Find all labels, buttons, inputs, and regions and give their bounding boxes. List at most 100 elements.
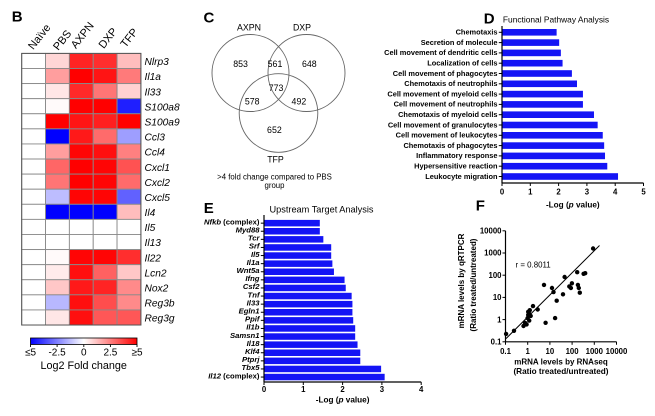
svg-text:S100a9: S100a9 <box>145 118 180 129</box>
svg-text:TFP: TFP <box>267 155 284 165</box>
svg-text:1: 1 <box>497 315 502 324</box>
svg-text:578: 578 <box>245 97 260 107</box>
svg-text:Chemotaxis: Chemotaxis <box>456 28 498 37</box>
svg-text:773: 773 <box>269 83 284 93</box>
svg-text:1000: 1000 <box>586 347 604 356</box>
svg-text:Reg3g: Reg3g <box>145 314 175 325</box>
svg-text:100: 100 <box>566 347 580 356</box>
svg-text:1000: 1000 <box>484 249 502 258</box>
svg-text:10: 10 <box>493 293 502 302</box>
svg-text:Cell movement of neutrophils: Cell movement of neutrophils <box>394 100 498 109</box>
svg-text:Cell movement of leukocytes: Cell movement of leukocytes <box>396 131 498 140</box>
svg-text:4: 4 <box>419 385 424 394</box>
svg-text:648: 648 <box>302 59 317 69</box>
svg-text:Myd88: Myd88 <box>236 225 261 234</box>
svg-text:Il5: Il5 <box>145 223 156 234</box>
svg-text:1: 1 <box>528 187 533 196</box>
svg-text:Secretion of molecule: Secretion of molecule <box>421 38 498 47</box>
svg-text:Ptprj: Ptprj <box>242 355 260 364</box>
svg-text:Functional Pathway Analysis: Functional Pathway Analysis <box>503 14 609 24</box>
svg-text:Csf2: Csf2 <box>243 282 260 291</box>
svg-text:0.1: 0.1 <box>500 347 512 356</box>
svg-text:r = 0.8011: r = 0.8011 <box>516 261 551 270</box>
svg-text:492: 492 <box>292 97 307 107</box>
svg-text:Ccl4: Ccl4 <box>145 148 166 159</box>
svg-text:Nlrp3: Nlrp3 <box>145 57 170 68</box>
svg-text:AXPN: AXPN <box>237 23 261 33</box>
svg-text:DXP: DXP <box>293 23 311 33</box>
svg-text:Il1b: Il1b <box>246 323 260 332</box>
svg-text:Localization of cells: Localization of cells <box>427 59 497 68</box>
svg-text:C: C <box>204 10 215 27</box>
svg-text:0: 0 <box>500 187 505 196</box>
svg-text:Il12 (complex): Il12 (complex) <box>208 371 260 380</box>
svg-text:Tbx5: Tbx5 <box>242 363 261 372</box>
svg-text:Upstream Target Analysis: Upstream Target Analysis <box>270 204 374 214</box>
svg-text:group: group <box>265 181 286 190</box>
svg-text:Chemotaxis of neutrophils: Chemotaxis of neutrophils <box>404 79 497 88</box>
svg-text:5: 5 <box>641 187 646 196</box>
svg-text:E: E <box>204 200 214 217</box>
svg-text:Nox2: Nox2 <box>145 284 169 295</box>
svg-text:Il4: Il4 <box>145 208 156 219</box>
svg-text:S100a8: S100a8 <box>145 102 180 113</box>
svg-text:Reg3b: Reg3b <box>145 299 175 310</box>
svg-text:F: F <box>476 198 485 215</box>
svg-text:1: 1 <box>301 385 306 394</box>
svg-text:Tcr: Tcr <box>248 234 261 243</box>
svg-text:Cell movement of phagocytes: Cell movement of phagocytes <box>393 69 498 78</box>
svg-text:D: D <box>484 11 495 28</box>
svg-text:Chemotaxis of phagocytes: Chemotaxis of phagocytes <box>403 141 497 150</box>
svg-text:Nfkb (complex): Nfkb (complex) <box>204 217 260 226</box>
svg-text:853: 853 <box>233 59 248 69</box>
svg-text:mRNA levels by RNAseq: mRNA levels by RNAseq <box>514 358 608 367</box>
svg-text:10: 10 <box>546 347 555 356</box>
svg-text:-Log (p value): -Log (p value) <box>546 201 600 210</box>
svg-text:4: 4 <box>613 187 618 196</box>
svg-text:Leukocyte migration: Leukocyte migration <box>425 172 498 181</box>
svg-text:Egln1: Egln1 <box>239 306 260 315</box>
svg-text:561: 561 <box>268 59 283 69</box>
svg-text:B: B <box>12 9 23 26</box>
svg-text:0: 0 <box>81 348 87 359</box>
svg-text:Log2 Fold change: Log2 Fold change <box>40 360 126 372</box>
svg-text:Wnt5a: Wnt5a <box>236 266 260 275</box>
svg-text:Il1a: Il1a <box>247 258 261 267</box>
svg-text:Il33: Il33 <box>145 87 162 98</box>
svg-text:≤5: ≤5 <box>25 348 36 359</box>
svg-text:mRNA levels by qRTPCR: mRNA levels by qRTPCR <box>457 233 466 328</box>
svg-text:Inflammatory response: Inflammatory response <box>416 151 497 160</box>
svg-text:10000: 10000 <box>606 347 628 356</box>
svg-text:Il13: Il13 <box>145 238 162 249</box>
svg-text:Lcn2: Lcn2 <box>145 268 167 279</box>
svg-text:100: 100 <box>488 271 502 280</box>
svg-text:Cxcl5: Cxcl5 <box>145 193 171 204</box>
svg-text:>4 fold change compared to PBS: >4 fold change compared to PBS <box>217 172 332 181</box>
svg-text:Il1a: Il1a <box>145 72 162 83</box>
svg-text:(Ratio treated/untreated): (Ratio treated/untreated) <box>469 238 478 331</box>
svg-text:Cell movement of dendritic cel: Cell movement of dendritic cells <box>384 48 497 57</box>
svg-text:Tnf: Tnf <box>248 290 261 299</box>
svg-text:Klf4: Klf4 <box>245 347 260 356</box>
svg-text:Ppif: Ppif <box>245 315 261 324</box>
svg-text:Cell movement of myeloid cells: Cell movement of myeloid cells <box>387 89 497 98</box>
svg-text:10000: 10000 <box>480 227 502 236</box>
svg-text:Ccl3: Ccl3 <box>145 133 166 144</box>
svg-text:Cxcl2: Cxcl2 <box>145 178 171 189</box>
svg-text:1: 1 <box>526 347 531 356</box>
svg-text:-2.5: -2.5 <box>48 348 66 359</box>
svg-text:Ifng: Ifng <box>245 274 259 283</box>
svg-text:Il22: Il22 <box>145 253 162 264</box>
svg-text:Chemotaxis of myeloid cells: Chemotaxis of myeloid cells <box>398 110 497 119</box>
svg-text:≥5: ≥5 <box>131 348 142 359</box>
svg-text:3: 3 <box>585 187 590 196</box>
svg-text:0.1: 0.1 <box>491 338 503 347</box>
svg-text:Cxcl1: Cxcl1 <box>145 163 170 174</box>
svg-text:0: 0 <box>262 385 267 394</box>
svg-text:2: 2 <box>340 385 345 394</box>
svg-text:2: 2 <box>556 187 561 196</box>
svg-text:3: 3 <box>380 385 385 394</box>
svg-text:Samsn1: Samsn1 <box>230 331 260 340</box>
svg-text:Il5: Il5 <box>251 250 260 259</box>
svg-text:Srf: Srf <box>249 242 261 251</box>
